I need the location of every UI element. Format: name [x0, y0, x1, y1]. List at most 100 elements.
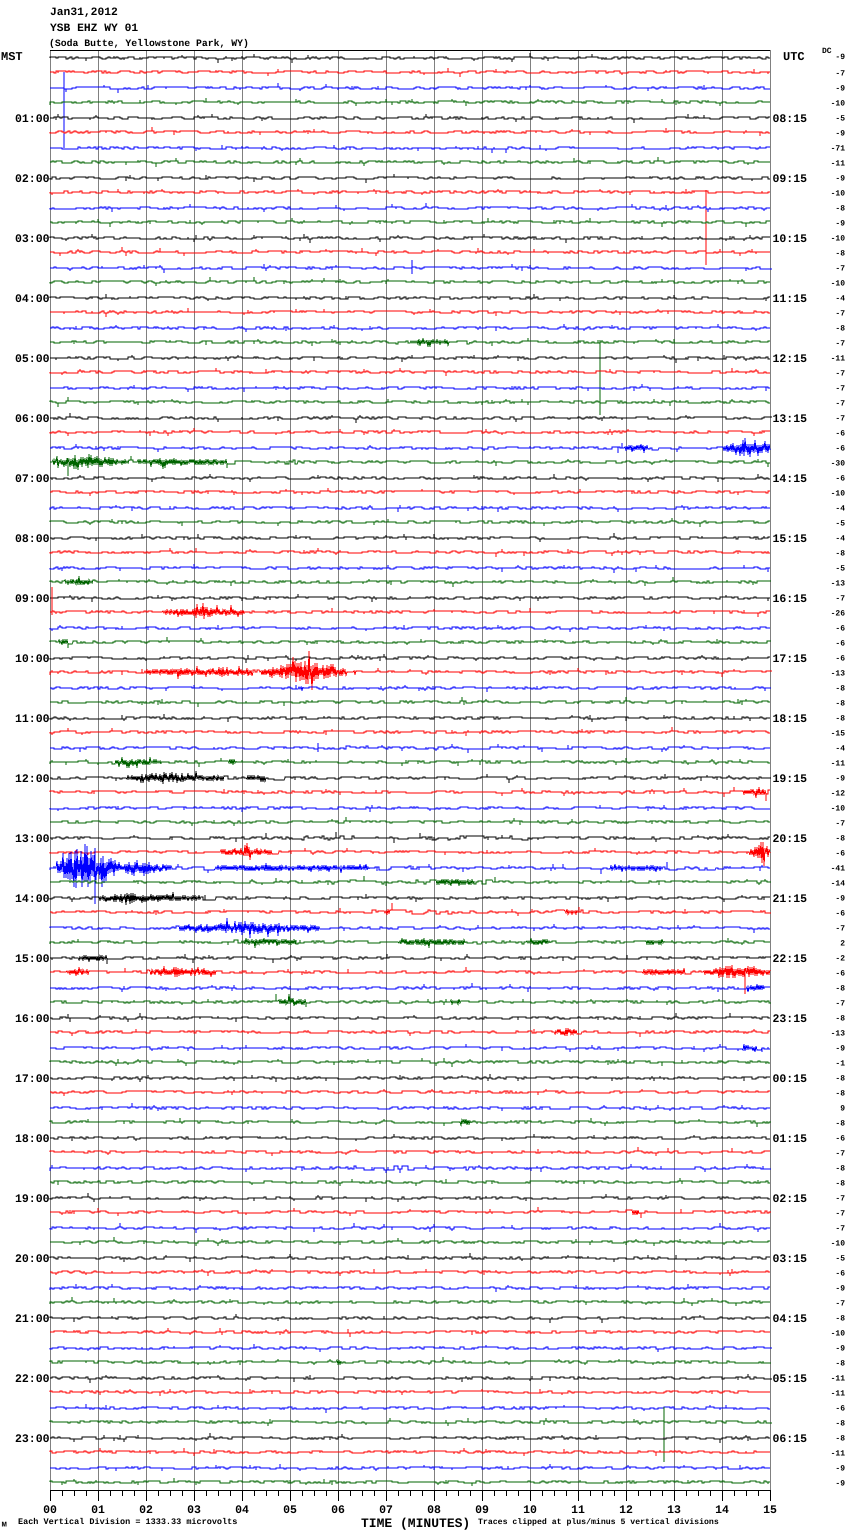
svg-text:-9: -9 — [835, 1045, 845, 1054]
svg-text:MST: MST — [1, 50, 23, 64]
svg-text:-7: -7 — [835, 1195, 845, 1204]
svg-text:15:15: 15:15 — [773, 533, 808, 546]
svg-text:13:15: 13:15 — [773, 413, 808, 426]
svg-text:-11: -11 — [831, 1390, 846, 1399]
svg-text:-8: -8 — [835, 1075, 845, 1084]
svg-text:UTC: UTC — [783, 50, 805, 64]
svg-text:-12: -12 — [831, 790, 846, 799]
svg-text:14: 14 — [715, 1504, 729, 1517]
svg-text:11: 11 — [571, 1504, 585, 1517]
svg-text:01:15: 01:15 — [773, 1133, 808, 1146]
svg-text:-9: -9 — [835, 1285, 845, 1294]
svg-text:18:15: 18:15 — [773, 713, 808, 726]
svg-text:17:15: 17:15 — [773, 653, 808, 666]
svg-text:07: 07 — [379, 1504, 393, 1517]
svg-text:06:15: 06:15 — [773, 1433, 808, 1446]
svg-text:-9: -9 — [835, 220, 845, 229]
svg-text:-9: -9 — [835, 1480, 845, 1489]
svg-text:20:00: 20:00 — [15, 1253, 50, 1266]
svg-text:Traces clipped at plus/minus 5: Traces clipped at plus/minus 5 vertical … — [478, 1518, 719, 1527]
svg-text:10:15: 10:15 — [773, 233, 808, 246]
svg-text:-7: -7 — [835, 820, 845, 829]
svg-text:18:00: 18:00 — [15, 1133, 50, 1146]
svg-text:Each Vertical Division = 1333.: Each Vertical Division = 1333.33 microvo… — [18, 1517, 237, 1527]
svg-text:TIME (MINUTES): TIME (MINUTES) — [361, 1516, 470, 1531]
svg-text:-9: -9 — [835, 53, 845, 62]
svg-text:-7: -7 — [835, 1225, 845, 1234]
svg-text:DC: DC — [822, 47, 832, 56]
svg-text:-8: -8 — [835, 700, 845, 709]
svg-text:13: 13 — [667, 1504, 681, 1517]
svg-text:-6: -6 — [835, 625, 845, 634]
svg-text:-26: -26 — [831, 610, 846, 619]
svg-text:-8: -8 — [835, 835, 845, 844]
svg-text:20:15: 20:15 — [773, 833, 808, 846]
svg-text:22:15: 22:15 — [773, 953, 808, 966]
svg-text:-11: -11 — [831, 355, 846, 364]
svg-text:-7: -7 — [835, 310, 845, 319]
svg-text:02:15: 02:15 — [773, 1193, 808, 1206]
svg-text:17:00: 17:00 — [15, 1073, 50, 1086]
svg-text:-8: -8 — [835, 1315, 845, 1324]
svg-text:-6: -6 — [835, 1135, 845, 1144]
svg-text:2: 2 — [840, 940, 845, 949]
svg-text:-11: -11 — [831, 1375, 846, 1384]
svg-text:23:15: 23:15 — [773, 1013, 808, 1026]
svg-text:-13: -13 — [831, 670, 846, 679]
svg-text:-13: -13 — [831, 580, 846, 589]
svg-text:-5: -5 — [835, 565, 845, 574]
svg-text:01:00: 01:00 — [15, 113, 50, 126]
svg-text:-8: -8 — [835, 1165, 845, 1174]
svg-text:-13: -13 — [831, 1030, 846, 1039]
svg-text:05:15: 05:15 — [773, 1373, 808, 1386]
svg-text:-10: -10 — [831, 235, 846, 244]
svg-text:-6: -6 — [835, 640, 845, 649]
svg-text:01: 01 — [91, 1504, 105, 1517]
svg-text:02:00: 02:00 — [15, 173, 50, 186]
svg-text:-8: -8 — [835, 1435, 845, 1444]
svg-text:-8: -8 — [835, 1180, 845, 1189]
svg-text:-8: -8 — [835, 1090, 845, 1099]
svg-text:03:00: 03:00 — [15, 233, 50, 246]
svg-text:-8: -8 — [835, 685, 845, 694]
svg-text:-10: -10 — [831, 1240, 846, 1249]
svg-text:-8: -8 — [835, 1420, 845, 1429]
svg-text:-4: -4 — [835, 535, 845, 544]
svg-text:06: 06 — [331, 1504, 345, 1517]
svg-text:04:00: 04:00 — [15, 293, 50, 306]
svg-text:-6: -6 — [835, 475, 845, 484]
svg-text:04: 04 — [235, 1504, 249, 1517]
svg-text:07:00: 07:00 — [15, 473, 50, 486]
svg-text:-7: -7 — [835, 400, 845, 409]
svg-text:-6: -6 — [835, 970, 845, 979]
svg-text:-2: -2 — [835, 955, 845, 964]
svg-text:-8: -8 — [835, 1015, 845, 1024]
svg-text:08:15: 08:15 — [773, 113, 808, 126]
svg-text:-7: -7 — [835, 595, 845, 604]
svg-text:-6: -6 — [835, 1405, 845, 1414]
svg-text:Jan31,2012: Jan31,2012 — [50, 7, 118, 19]
svg-text:15:00: 15:00 — [15, 953, 50, 966]
svg-text:(Soda Butte, Yellowstone Park,: (Soda Butte, Yellowstone Park, WY) — [49, 38, 249, 49]
svg-text:00:15: 00:15 — [773, 1073, 808, 1086]
svg-text:-14: -14 — [831, 880, 846, 889]
svg-text:9: 9 — [840, 1105, 845, 1114]
svg-text:-7: -7 — [835, 70, 845, 79]
svg-text:08:00: 08:00 — [15, 533, 50, 546]
svg-text:09:15: 09:15 — [773, 173, 808, 186]
svg-text:-7: -7 — [835, 265, 845, 274]
svg-text:-7: -7 — [835, 370, 845, 379]
svg-text:-10: -10 — [831, 1330, 846, 1339]
svg-text:16:00: 16:00 — [15, 1013, 50, 1026]
svg-text:02: 02 — [139, 1504, 153, 1517]
svg-text:-6: -6 — [835, 850, 845, 859]
svg-text:-9: -9 — [835, 130, 845, 139]
svg-text:-10: -10 — [831, 100, 846, 109]
svg-text:22:00: 22:00 — [15, 1373, 50, 1386]
svg-text:-9: -9 — [835, 175, 845, 184]
svg-text:03:15: 03:15 — [773, 1253, 808, 1266]
svg-text:-8: -8 — [835, 205, 845, 214]
svg-text:05: 05 — [283, 1504, 297, 1517]
svg-text:-8: -8 — [835, 715, 845, 724]
svg-text:14:15: 14:15 — [773, 473, 808, 486]
